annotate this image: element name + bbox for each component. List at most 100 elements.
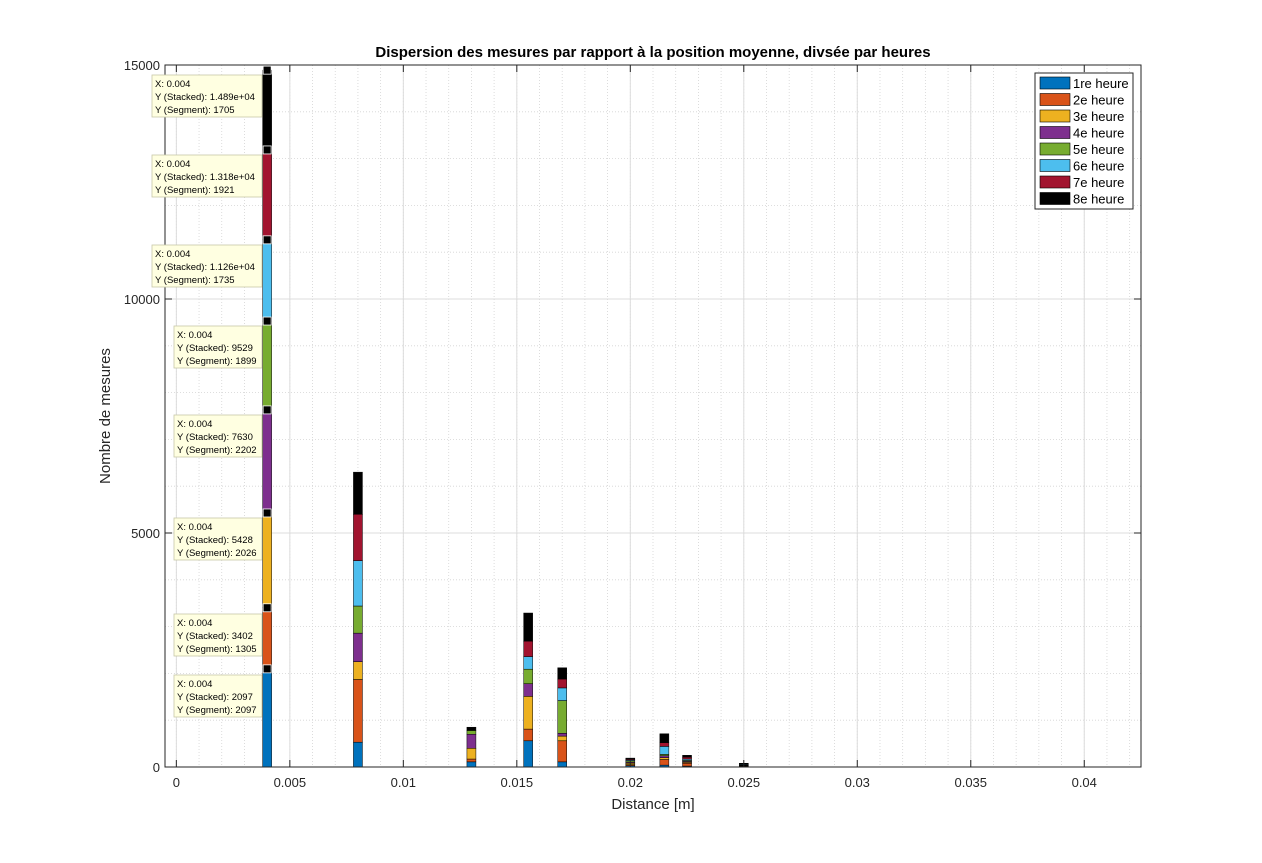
bar-segment[interactable] (523, 683, 533, 697)
datatip-marker[interactable] (262, 235, 272, 245)
datatip-line: X: 0.004 (177, 679, 212, 690)
bar-segment[interactable] (262, 149, 272, 241)
bar-segment[interactable] (523, 656, 533, 670)
datatip-line: X: 0.004 (177, 330, 212, 341)
datatip-marker[interactable] (262, 603, 272, 613)
datatip-line: Y (Segment): 2097 (177, 705, 257, 716)
x-axis-label: Distance [m] (611, 796, 694, 813)
bar-segment[interactable] (682, 756, 692, 760)
datatip-line: X: 0.004 (155, 79, 190, 90)
y-axis-label: Nombre de mesures (97, 348, 114, 484)
datatip-line: Y (Stacked): 3402 (177, 631, 253, 642)
chart-title: Dispersion des mesures par rapport à la … (375, 44, 930, 61)
bar-segment[interactable] (557, 761, 567, 768)
bar-segment[interactable] (466, 758, 477, 763)
bar-segment[interactable] (466, 733, 477, 749)
bar-segment[interactable] (557, 733, 567, 737)
datatip-line: Y (Segment): 2026 (177, 548, 257, 559)
bar-segment[interactable] (262, 320, 272, 411)
y-tick-label: 0 (153, 760, 160, 775)
bar-segment[interactable] (659, 742, 670, 747)
datatip-line: Y (Segment): 1305 (177, 644, 257, 655)
bar-segment[interactable] (353, 514, 363, 561)
datatip-box (173, 674, 263, 718)
bar-segment[interactable] (557, 687, 567, 701)
datatip-box (173, 613, 263, 657)
bar-segment[interactable] (466, 726, 477, 731)
bar-segment[interactable] (262, 512, 272, 609)
datatip-line: Y (Segment): 2202 (177, 445, 257, 456)
legend-swatch (1039, 109, 1071, 123)
bar-segment[interactable] (466, 730, 477, 735)
datatip-marker[interactable] (262, 405, 272, 415)
bar-segment[interactable] (557, 700, 567, 734)
bar-segment[interactable] (262, 239, 272, 322)
legend-item-label: 8e heure (1073, 192, 1124, 207)
datatip-line: Y (Stacked): 7630 (177, 432, 253, 443)
tick-labels: 0 0.005 0.01 0.015 0.02 0.025 0.03 0.035 0.04 0 50… (124, 58, 1097, 790)
bar-segment[interactable] (262, 69, 272, 151)
bar-segment[interactable] (659, 759, 670, 766)
bar-segment[interactable] (523, 640, 533, 657)
bar-segment[interactable] (353, 471, 363, 515)
bar-segment[interactable] (557, 740, 567, 763)
datatip-line: X: 0.004 (155, 159, 190, 170)
bar-segment[interactable] (523, 740, 533, 768)
legend-item-label: 1re heure (1073, 76, 1129, 91)
datatip-marker[interactable] (262, 65, 272, 75)
bar-segment[interactable] (659, 757, 670, 760)
bar-segment[interactable] (353, 560, 363, 607)
bar-segment[interactable] (523, 612, 533, 642)
bar-segment[interactable] (625, 757, 636, 760)
axis-ticks (165, 64, 1141, 768)
legend-swatch (1039, 76, 1071, 90)
plot-frame (164, 64, 1142, 768)
datatip-marker[interactable] (262, 664, 272, 674)
bar-segment[interactable] (682, 763, 692, 767)
datatip-marker[interactable] (262, 145, 272, 155)
x-tick-label: 0.035 (954, 775, 987, 790)
legend-item-label: 2e heure (1073, 93, 1124, 108)
bar-segment[interactable] (262, 668, 272, 768)
x-tick-label: 0.005 (274, 775, 307, 790)
legend-item-label: 3e heure (1073, 109, 1124, 124)
bar-segment[interactable] (262, 607, 272, 670)
bar-segment[interactable] (557, 667, 567, 680)
bar-segment[interactable] (557, 735, 567, 742)
legend-swatch (1039, 142, 1071, 156)
legend-item-label: 5e heure (1073, 142, 1124, 157)
bar-segment[interactable] (466, 748, 477, 760)
y-tick-label: 15000 (124, 58, 160, 73)
y-tick-label: 5000 (131, 526, 160, 541)
y-tick-label: 10000 (124, 292, 160, 307)
bar-segment[interactable] (523, 668, 533, 684)
bar-segment[interactable] (353, 679, 363, 743)
bar-segment[interactable] (353, 605, 363, 634)
bar-segment[interactable] (353, 661, 363, 680)
x-tick-label: 0.025 (728, 775, 761, 790)
datatip-box (151, 154, 263, 198)
bar-segment[interactable] (659, 733, 670, 743)
bar-segment[interactable] (523, 728, 533, 742)
x-tick-label: 0.015 (501, 775, 534, 790)
bar-segment[interactable] (262, 409, 272, 514)
bar-segment[interactable] (659, 746, 670, 755)
bar-segment[interactable] (353, 741, 363, 768)
datatip-line: X: 0.004 (177, 522, 212, 533)
datatip-line: X: 0.004 (155, 249, 190, 260)
bar-segment[interactable] (659, 755, 670, 758)
legend-swatch (1039, 126, 1071, 139)
bar-segment[interactable] (682, 755, 692, 758)
bar-segment[interactable] (353, 632, 363, 662)
datatip-line: Y (Stacked): 2097 (177, 692, 253, 703)
datatip-box (151, 74, 263, 118)
legend-item-label: 4e heure (1073, 126, 1124, 141)
datatip-marker[interactable] (262, 508, 272, 518)
bar-segment[interactable] (523, 696, 533, 730)
datatip-marker[interactable] (262, 316, 272, 326)
datatip-line: Y (Segment): 1735 (155, 275, 235, 286)
bar-segment[interactable] (557, 678, 567, 689)
bar-segment[interactable] (466, 761, 477, 768)
